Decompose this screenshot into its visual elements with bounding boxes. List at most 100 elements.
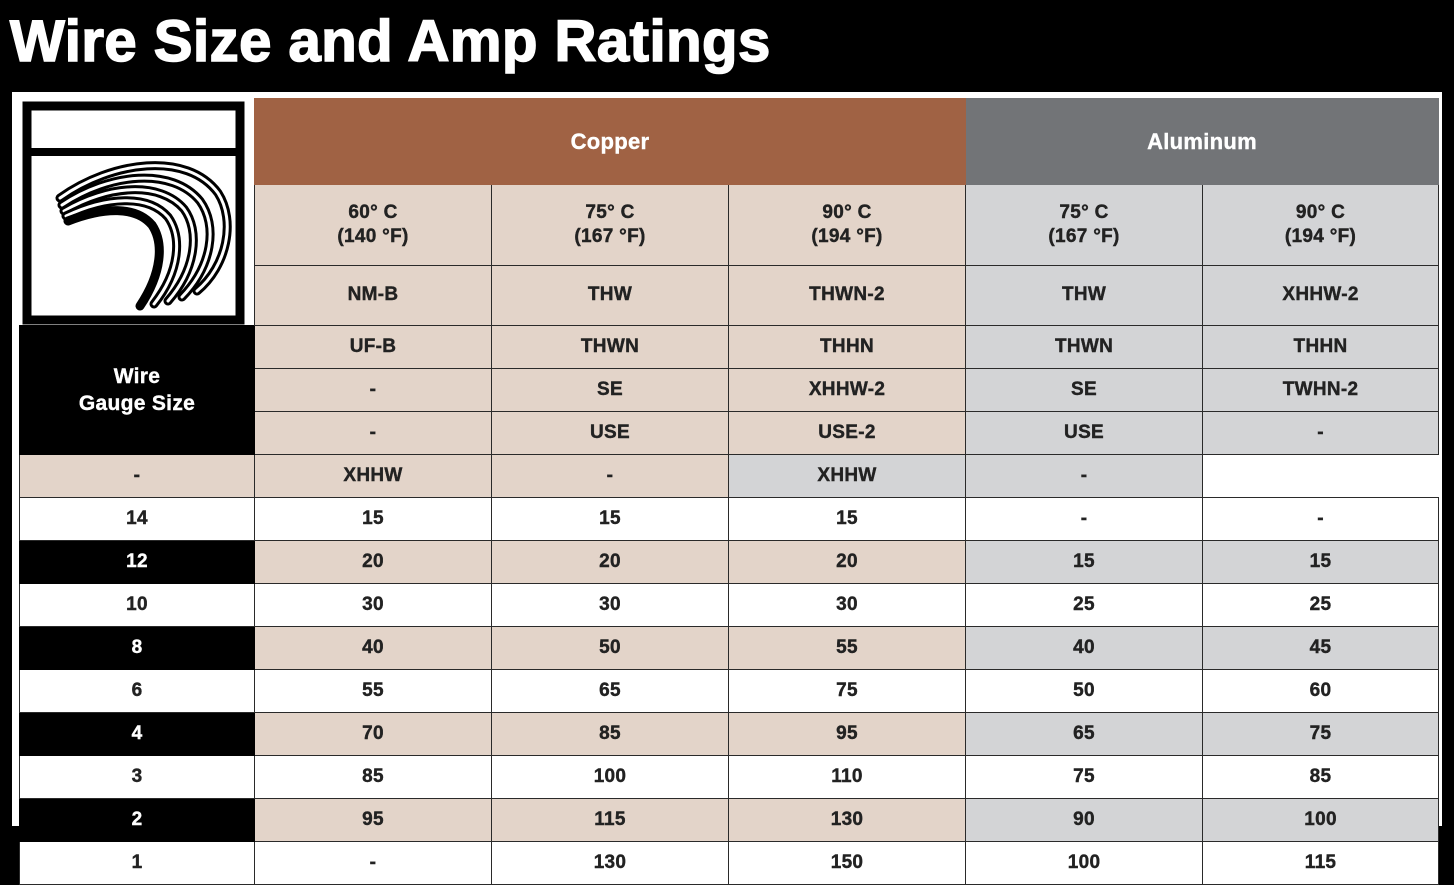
logo-cell <box>19 98 255 325</box>
ampacity-cell: 15 <box>491 496 729 541</box>
insulation-row: - USE USE-2 USE - <box>20 410 1440 455</box>
ampacity-cell: 90 <box>965 797 1204 842</box>
ampacity-cell: 85 <box>254 754 492 799</box>
gauge-header-line-1: Wire <box>113 364 161 388</box>
ampacity-cell: 100 <box>1202 797 1440 842</box>
group-header-row: Copper Aluminum <box>19 97 1440 325</box>
wire-strands-icon <box>22 101 244 324</box>
insulation-type-cell: USE-2 <box>727 410 967 455</box>
ampacity-cell: 150 <box>727 840 967 885</box>
insulation-row: - XHHW - XHHW - <box>19 453 1439 498</box>
insulation-type-cell: NM-B <box>254 264 492 326</box>
insulation-type-cell: - <box>491 453 729 498</box>
page-title: Wire Size and Amp Ratings <box>9 8 771 75</box>
table-row: 2 95 115 130 90 100 <box>19 797 1440 842</box>
ampacity-cell: 130 <box>491 840 729 885</box>
insulation-type-cell: THW <box>491 264 729 326</box>
gauge-size-cell: 8 <box>19 625 255 670</box>
temp-celsius: 90° C <box>1295 201 1346 223</box>
ampacity-cell: 75 <box>965 754 1204 799</box>
ampacity-cell: 20 <box>727 539 967 584</box>
ampacity-cell: 15 <box>1202 539 1440 584</box>
gauge-size-cell: 12 <box>19 539 255 584</box>
temp-fahrenheit: (194 °F) <box>1284 225 1357 247</box>
ampacity-cell: 65 <box>491 668 729 713</box>
insulation-type-cell: XHHW-2 <box>727 367 967 412</box>
insulation-type-cell: SE <box>491 367 729 412</box>
insulation-type-cell: THWN-2 <box>727 264 967 326</box>
gauge-size-cell: 6 <box>19 668 255 713</box>
temperature-header-aluminum: 90° C (194 °F) <box>1202 184 1440 266</box>
gauge-size-cell: 2 <box>19 797 255 842</box>
insulation-row: NM-B THW THWN-2 THW XHHW-2 <box>20 264 1440 326</box>
ampacity-cell: 20 <box>491 539 729 584</box>
gauge-size-cell: 3 <box>19 754 255 799</box>
ampacity-cell: 40 <box>965 625 1204 670</box>
ampacity-cell: 65 <box>965 711 1204 756</box>
insulation-type-cell: THHN <box>1202 324 1440 369</box>
amp-rating-table-panel: Copper Aluminum 60° C (140 °F) 75° C (167 °F)… <box>12 92 1442 885</box>
temp-fahrenheit: (194 °F) <box>811 225 883 247</box>
gauge-size-cell: 14 <box>19 496 255 541</box>
temp-celsius: 60° C <box>348 201 398 223</box>
insulation-type-cell: - <box>254 367 492 412</box>
ampacity-cell: 50 <box>965 668 1204 713</box>
ampacity-cell: 30 <box>491 582 729 627</box>
ampacity-cell: 55 <box>254 668 492 713</box>
gauge-size-cell: 1 <box>19 840 255 885</box>
ampacity-cell: 30 <box>727 582 967 627</box>
gauge-header-line-2: Gauge Size <box>78 391 196 415</box>
ampacity-cell: 115 <box>1202 840 1440 885</box>
gauge-size-cell: 10 <box>19 582 255 627</box>
ampacity-cell: 15 <box>965 539 1204 584</box>
temperature-header-copper: 90° C (194 °F) <box>727 184 967 266</box>
group-header-aluminum: Aluminum <box>965 97 1440 186</box>
table-row: 6 55 65 75 50 60 <box>19 668 1440 713</box>
insulation-type-cell: - <box>19 453 255 498</box>
table-row: 12 20 20 20 15 15 <box>19 539 1440 584</box>
ampacity-cell: 15 <box>727 496 967 541</box>
ampacity-cell: - <box>1202 496 1440 541</box>
insulation-type-cell: UF-B <box>254 324 492 369</box>
ampacity-cell: 95 <box>254 797 492 842</box>
ampacity-cell: 95 <box>727 711 967 756</box>
insulation-type-cell: - <box>1202 410 1440 455</box>
table-row: 3 85 100 110 75 85 <box>19 754 1440 799</box>
insulation-type-cell: - <box>965 453 1204 498</box>
ampacity-cell: 20 <box>254 539 492 584</box>
ampacity-cell: 115 <box>491 797 729 842</box>
temperature-header-copper: 75° C (167 °F) <box>491 184 729 266</box>
ampacity-cell: 75 <box>1202 711 1440 756</box>
table-row: 8 40 50 55 40 45 <box>19 625 1440 670</box>
ampacity-cell: - <box>965 496 1204 541</box>
temp-fahrenheit: (140 °F) <box>337 225 409 247</box>
table-row: 10 30 30 30 25 25 <box>19 582 1440 627</box>
ampacity-cell: 50 <box>491 625 729 670</box>
ampacity-cell: 70 <box>254 711 492 756</box>
insulation-type-cell: THWN <box>491 324 729 369</box>
amp-rating-table: Copper Aluminum 60° C (140 °F) 75° C (167 °F)… <box>19 97 1440 885</box>
insulation-type-cell: USE <box>491 410 729 455</box>
insulation-type-cell: SE <box>965 367 1204 412</box>
temperature-header-copper: 60° C (140 °F) <box>254 184 492 266</box>
temp-celsius: 75° C <box>585 201 635 223</box>
ampacity-cell: 25 <box>1202 582 1440 627</box>
group-header-copper: Copper <box>253 97 967 186</box>
ampacity-cell: 85 <box>1202 754 1440 799</box>
ampacity-cell: 55 <box>727 625 967 670</box>
insulation-type-cell: THW <box>965 264 1204 326</box>
ampacity-cell: 100 <box>491 754 729 799</box>
ampacity-cell: 130 <box>727 797 967 842</box>
insulation-row: Wire Gauge Size UF-B THWN THHN THWN THHN <box>19 324 1440 455</box>
temperature-row: 60° C (140 °F) 75° C (167 °F) 90° C (194 °F) 7… <box>20 184 1440 266</box>
temp-celsius: 75° C <box>1059 201 1109 223</box>
temperature-header-aluminum: 75° C (167 °F) <box>965 184 1204 266</box>
temp-fahrenheit: (167 °F) <box>574 225 646 247</box>
insulation-type-cell: XHHW-2 <box>1202 264 1440 326</box>
insulation-row: - SE XHHW-2 SE TWHN-2 <box>20 367 1440 412</box>
ampacity-cell: - <box>254 840 492 885</box>
ampacity-cell: 60 <box>1202 668 1440 713</box>
ampacity-cell: 85 <box>491 711 729 756</box>
ampacity-cell: 100 <box>965 840 1204 885</box>
insulation-type-cell: XHHW <box>727 453 967 498</box>
